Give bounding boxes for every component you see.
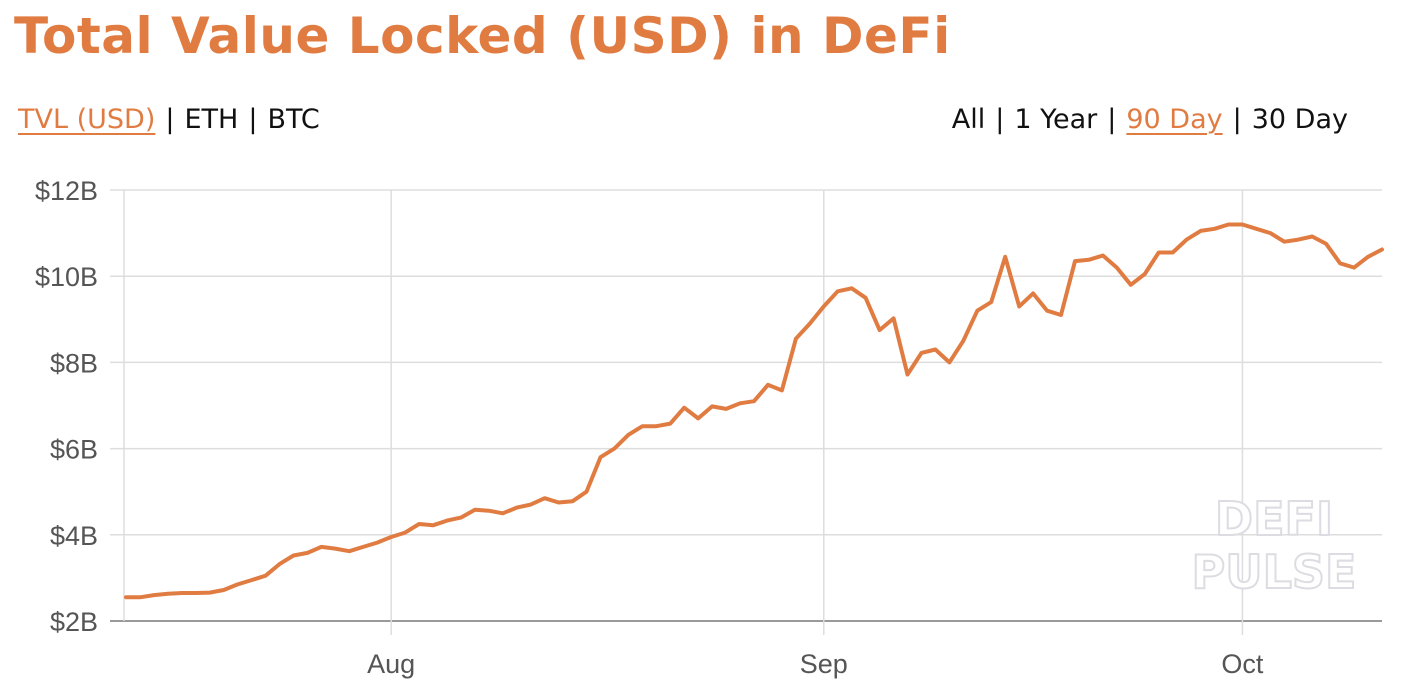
- range-tabs: All | 1 Year | 90 Day | 30 Day: [952, 100, 1348, 140]
- x-tick-label: Sep: [800, 649, 848, 679]
- y-tick-label: $8B: [50, 348, 98, 378]
- y-gridlines: [110, 189, 1382, 622]
- y-tick-label: $10B: [35, 262, 98, 292]
- tab-tvl-usd[interactable]: TVL (USD): [18, 104, 156, 135]
- separator: |: [1232, 104, 1242, 135]
- tab-btc[interactable]: BTC: [267, 104, 320, 135]
- y-tick-label: $2B: [50, 607, 98, 637]
- x-gridlines: [390, 190, 1244, 635]
- tab-30-day[interactable]: 30 Day: [1251, 104, 1348, 135]
- tab-all[interactable]: All: [951, 104, 986, 135]
- y-tick-labels: $2B $4B $6B $8B $10B $12B: [35, 176, 98, 637]
- page-title: Total Value Locked (USD) in DeFi: [14, 7, 951, 65]
- separator: |: [165, 104, 175, 135]
- separator: |: [995, 104, 1005, 135]
- metric-tabs: TVL (USD) | ETH | BTC: [18, 100, 320, 140]
- tab-eth[interactable]: ETH: [184, 104, 239, 135]
- watermark-line-2: PULSE: [1192, 545, 1357, 599]
- separator: |: [1107, 104, 1117, 135]
- x-tick-labels: Aug Sep Oct: [367, 649, 1264, 679]
- y-tick-label: $12B: [35, 176, 98, 206]
- tab-1-year[interactable]: 1 Year: [1014, 104, 1098, 135]
- y-tick-label: $4B: [50, 521, 98, 551]
- defi-pulse-watermark: DEFI PULSE: [1191, 491, 1358, 600]
- watermark-line-1: DEFI: [1215, 492, 1333, 546]
- separator: |: [248, 104, 258, 135]
- tab-90-day[interactable]: 90 Day: [1126, 104, 1223, 135]
- x-tick-label: Aug: [367, 649, 415, 679]
- tvl-series-line: [124, 222, 1384, 600]
- series-layer: [124, 222, 1384, 600]
- x-tick-label: Oct: [1221, 649, 1264, 679]
- y-tick-label: $6B: [50, 435, 98, 465]
